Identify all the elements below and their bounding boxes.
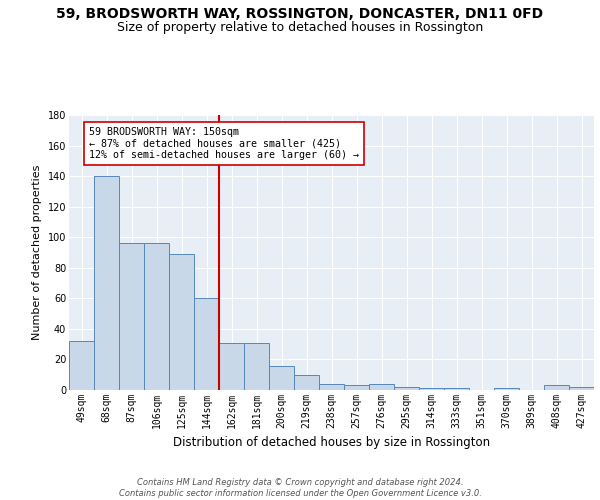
Text: 59, BRODSWORTH WAY, ROSSINGTON, DONCASTER, DN11 0FD: 59, BRODSWORTH WAY, ROSSINGTON, DONCASTE… <box>56 8 544 22</box>
Bar <box>194 298 219 390</box>
Bar <box>444 388 469 390</box>
Bar <box>69 341 94 390</box>
Bar <box>219 342 244 390</box>
Bar <box>294 374 319 390</box>
Bar <box>94 176 119 390</box>
Bar <box>269 366 294 390</box>
Text: 59 BRODSWORTH WAY: 150sqm
← 87% of detached houses are smaller (425)
12% of semi: 59 BRODSWORTH WAY: 150sqm ← 87% of detac… <box>89 127 359 160</box>
Bar <box>569 387 594 390</box>
Bar <box>244 342 269 390</box>
Bar <box>544 386 569 390</box>
Text: Contains HM Land Registry data © Crown copyright and database right 2024.
Contai: Contains HM Land Registry data © Crown c… <box>119 478 481 498</box>
Bar <box>319 384 344 390</box>
Bar <box>494 388 519 390</box>
Bar <box>419 388 444 390</box>
Bar <box>394 387 419 390</box>
Bar <box>119 244 144 390</box>
Bar <box>369 384 394 390</box>
Bar <box>344 386 369 390</box>
Bar <box>169 254 194 390</box>
Text: Size of property relative to detached houses in Rossington: Size of property relative to detached ho… <box>117 21 483 34</box>
Y-axis label: Number of detached properties: Number of detached properties <box>32 165 42 340</box>
X-axis label: Distribution of detached houses by size in Rossington: Distribution of detached houses by size … <box>173 436 490 450</box>
Bar <box>144 244 169 390</box>
